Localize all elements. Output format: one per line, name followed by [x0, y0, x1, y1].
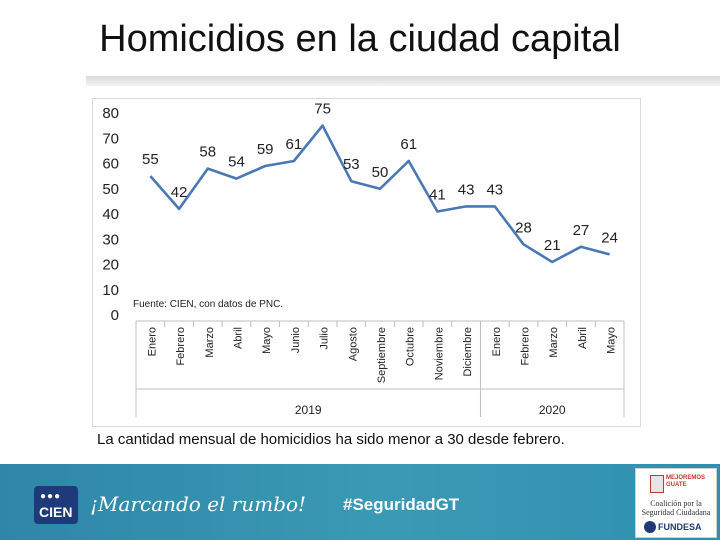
group-label: 2019 [295, 403, 322, 417]
x-tick-label: Mayo [261, 327, 273, 354]
data-label: 58 [199, 144, 216, 161]
y-tick-label: 40 [102, 206, 119, 223]
x-tick-label: Marzo [204, 327, 216, 358]
x-tick-label: Enero [146, 327, 158, 356]
data-label: 53 [343, 156, 360, 173]
x-tick-label: Abril [577, 327, 589, 349]
x-tick-label: Noviembre [433, 327, 445, 380]
chart-container: 0 10 20 30 40 50 60 70 80 Enero Febrero Marzo Abril M… [92, 98, 641, 427]
homicides-line-chart: 0 10 20 30 40 50 60 70 80 Enero Febrero Marzo Abril M… [102, 101, 625, 417]
x-tick-label: Febrero [520, 327, 532, 366]
x-tick-label: Septiembre [376, 327, 388, 383]
data-label: 50 [372, 164, 389, 181]
data-label: 59 [257, 141, 274, 158]
hashtag: #SeguridadGT [343, 495, 460, 514]
x-tick-label: Julio [319, 327, 331, 350]
partner-logo-box: MEJOREMOS GUATE Coalición por la Segurid… [635, 468, 717, 538]
data-label: 55 [142, 151, 159, 168]
data-label: 27 [573, 222, 590, 239]
title-divider [86, 76, 720, 86]
x-tick-label: Mayo [606, 327, 618, 354]
partner-line-2: Coalición por la Seguridad Ciudadana [641, 499, 711, 517]
series-line [149, 124, 610, 264]
logo-text: CIEN [39, 504, 73, 520]
x-tick-label: Abril [232, 327, 244, 349]
x-tick-label: Enero [491, 327, 503, 356]
y-tick-label: 20 [102, 257, 119, 274]
data-label: 28 [515, 219, 532, 236]
data-label: 61 [400, 136, 417, 153]
data-label: 43 [486, 181, 503, 198]
y-tick-label: 30 [102, 231, 119, 248]
partner-line-3: FUNDESA [658, 522, 702, 532]
x-tick-label: Junio [290, 327, 302, 353]
y-tick-label: 50 [102, 181, 119, 198]
data-label: 24 [601, 229, 618, 246]
data-label: 41 [429, 186, 446, 203]
x-tick-label: Diciembre [462, 327, 474, 377]
data-label: 54 [228, 154, 245, 171]
y-tick-label: 80 [102, 105, 119, 122]
y-tick-label: 70 [102, 130, 119, 147]
guate-flag-icon [650, 475, 664, 493]
y-tick-label: 0 [111, 307, 119, 324]
x-tick-label: Octubre [405, 327, 417, 366]
cien-logo: ●●● CIEN [34, 486, 78, 524]
slide-title: Homicidios en la ciudad capital [99, 18, 621, 60]
data-label: 61 [286, 136, 303, 153]
data-label: 42 [171, 184, 188, 201]
data-label: 21 [544, 237, 561, 254]
slogan: ¡Marcando el rumbo! [90, 492, 307, 516]
logo-dots-icon: ●●● [40, 491, 62, 502]
y-tick-label: 60 [102, 156, 119, 173]
x-tick-label: Agosto [347, 327, 359, 361]
chart-source-note: Fuente: CIEN, con datos de PNC. [133, 299, 283, 310]
group-label: 2020 [539, 403, 566, 417]
footer-bar: ●●● CIEN ¡Marcando el rumbo! #SeguridadG… [0, 464, 720, 540]
partner-line-1: MEJOREMOS GUATE [666, 475, 706, 488]
data-label: 43 [458, 181, 475, 198]
y-tick-label: 10 [102, 282, 119, 299]
data-label: 75 [314, 101, 331, 118]
chart-caption: La cantidad mensual de homicidios ha sid… [97, 431, 565, 448]
x-tick-label: Febrero [175, 327, 187, 366]
fundesa-emblem-icon [644, 521, 656, 533]
x-tick-label: Marzo [548, 327, 560, 358]
